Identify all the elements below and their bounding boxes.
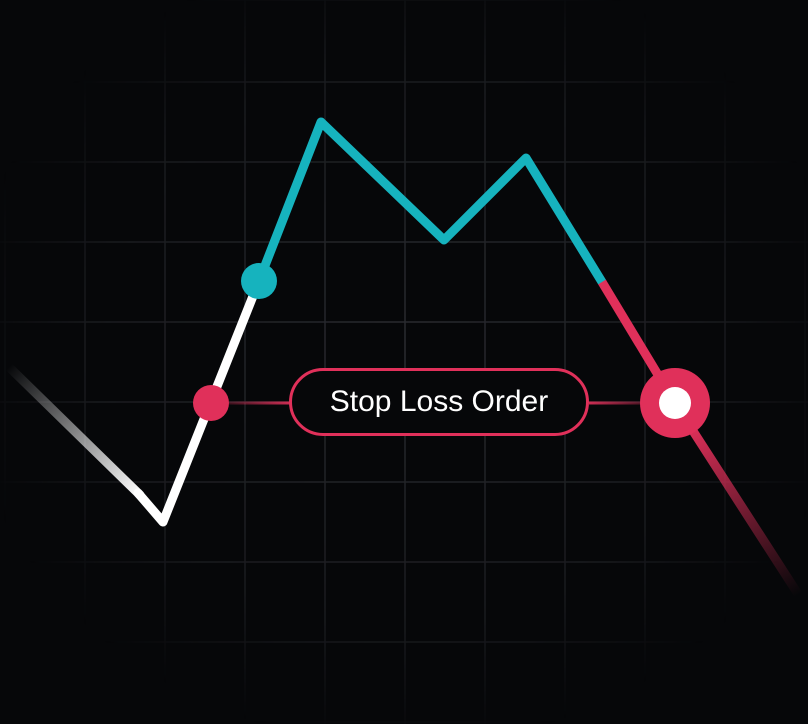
price-line-before-entry (133, 276, 264, 527)
entry-marker-icon (241, 263, 277, 299)
stop-level-marker-icon (193, 385, 229, 421)
price-line-fade-out (670, 398, 803, 599)
price-line-fade-in (5, 363, 145, 500)
price-line-active (254, 117, 607, 287)
stop-loss-order-label: Stop Loss Order (289, 368, 589, 436)
trigger-marker-center (659, 387, 691, 419)
